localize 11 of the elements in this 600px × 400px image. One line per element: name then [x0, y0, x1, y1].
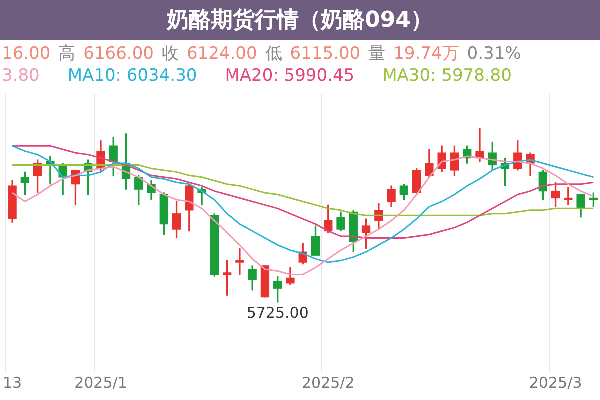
text: MA10: 6034.30 — [68, 66, 198, 86]
x-tick-label: 2025/2 — [302, 374, 355, 392]
x-tick-label: 2025/3 — [529, 374, 582, 392]
text: 16.00 高 6166.00 收 6124.00 低 6115.00 量 19.74万 0.31% — [2, 44, 522, 64]
text: MA20: 5990.45 — [225, 66, 355, 86]
text: 5725.00 — [246, 304, 309, 322]
x-tick-label: 2025/1 — [74, 374, 128, 392]
text: 3.80 — [2, 66, 40, 86]
x-tick-label: 13 — [2, 374, 22, 392]
chart-title: 奶酪期货行情（奶酪094） — [0, 0, 600, 40]
text: MA30: 5978.80 — [382, 66, 512, 86]
